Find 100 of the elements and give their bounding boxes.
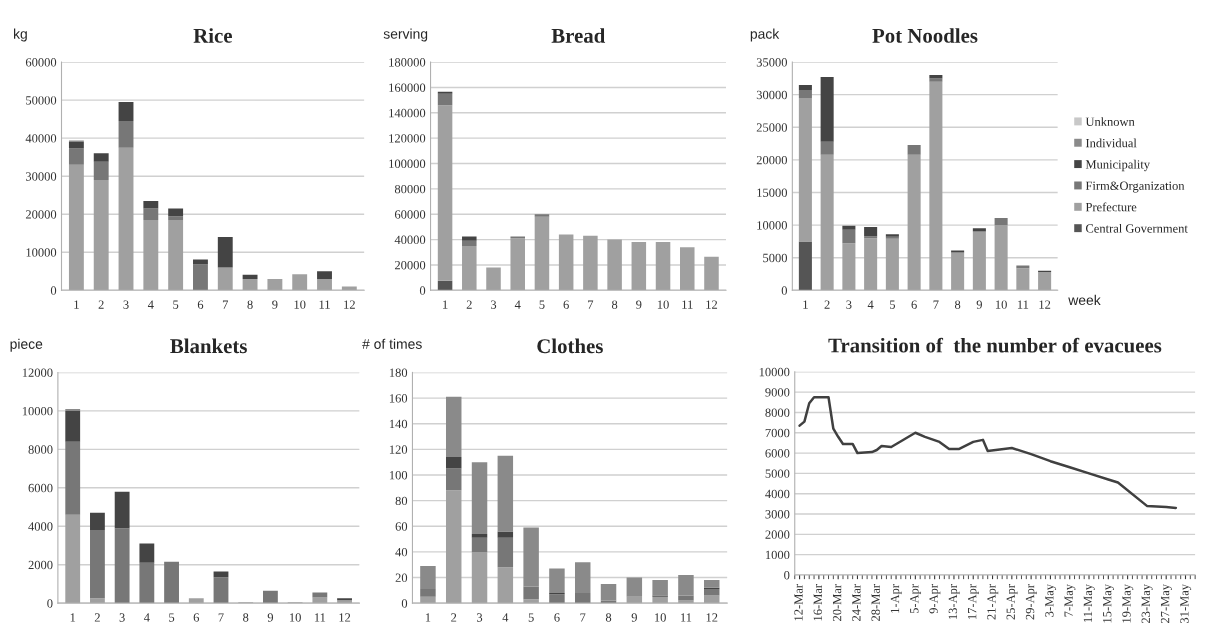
bar (704, 595, 720, 604)
y-tick-label: 80000 (394, 184, 426, 194)
bar (471, 537, 488, 552)
bar (626, 577, 643, 597)
legend-label: Municipality (1085, 159, 1150, 172)
bar (575, 592, 591, 604)
y-tick-label: 10000 (26, 248, 57, 257)
y-tick-label: 100 (389, 471, 408, 480)
bar (317, 271, 332, 279)
y-axis-title: piece (10, 338, 43, 352)
bar (820, 77, 834, 142)
bar (420, 566, 436, 590)
legend-label: Individual (1085, 138, 1137, 148)
bar (549, 594, 565, 604)
y-tick-label: 0 (401, 599, 408, 608)
x-tick-label: 9 (267, 613, 274, 622)
x-tick-label: 3 (490, 300, 497, 309)
x-tick-label: 1 (443, 300, 448, 309)
bar (1016, 268, 1030, 291)
x-tick-label: 9-Apr (929, 584, 941, 614)
x-tick-label: 6 (197, 300, 204, 309)
bar (497, 455, 514, 532)
y-tick-label: 6000 (28, 483, 53, 493)
bar (1038, 272, 1052, 291)
bar (217, 267, 233, 291)
bar (864, 227, 878, 237)
bar (341, 286, 357, 291)
y-axis-title: serving (383, 28, 428, 42)
y-tick-label: 0 (784, 570, 790, 580)
bar (972, 231, 986, 291)
bar (90, 530, 105, 599)
y-tick-label: 20000 (25, 210, 57, 219)
x-tick-label: 24-Mar (852, 584, 861, 621)
x-tick-label: 12 (706, 300, 718, 309)
bar (607, 239, 622, 291)
bar (631, 242, 647, 291)
y-tick-label: 12000 (22, 368, 53, 377)
y-tick-label: 4000 (28, 522, 53, 531)
y-tick-label: 5000 (765, 469, 790, 478)
y-tick-label: 5000 (763, 253, 787, 263)
bar (600, 583, 617, 601)
bar (213, 577, 229, 604)
bar (655, 242, 671, 291)
y-tick-label: 30000 (25, 172, 57, 181)
bar (549, 568, 565, 593)
x-tick-label: 4 (502, 613, 509, 622)
bar (317, 278, 332, 291)
bar (292, 274, 308, 291)
x-tick-label: 10 (995, 300, 1007, 309)
bar (523, 599, 539, 604)
bar (68, 141, 84, 149)
bar (445, 490, 462, 604)
x-tick-label: 9 (272, 300, 278, 309)
bar (842, 225, 856, 230)
x-tick-label: 4 (143, 613, 150, 622)
x-tick-label: 3 (477, 613, 483, 622)
bar (437, 105, 453, 281)
y-tick-label: 6000 (765, 449, 790, 458)
y-tick-label: 120000 (389, 134, 426, 143)
x-tick-label: 5 (173, 300, 179, 309)
x-tick-label: 8 (954, 300, 961, 309)
x-tick-label: 3-May (1045, 584, 1057, 617)
legend-label: Central Government (1085, 223, 1188, 233)
bar (842, 229, 856, 244)
x-tick-label: 7 (588, 300, 594, 309)
bar (652, 596, 668, 604)
bar (164, 561, 179, 604)
x-tick-label: 7 (222, 300, 229, 309)
x-tick-label: 25-Apr (1006, 584, 1018, 620)
bar (678, 595, 694, 601)
x-tick-label: 6 (911, 300, 917, 309)
bar (93, 153, 109, 162)
x-tick-label: 10 (657, 300, 669, 309)
y-tick-label: 10000 (759, 367, 790, 377)
bar (704, 580, 720, 588)
bar (420, 596, 436, 604)
x-tick-label: 11 (1017, 300, 1029, 309)
x-tick-label: 8 (611, 300, 618, 309)
y-tick-label: 7000 (765, 428, 790, 438)
bar (558, 234, 574, 291)
bar (523, 527, 539, 587)
bar (471, 551, 488, 604)
bar (263, 590, 278, 604)
x-tick-label: 28-Mar (871, 584, 880, 621)
bar (798, 241, 812, 291)
y-tick-label: 140 (389, 419, 408, 429)
y-tick-label: 20000 (394, 260, 426, 270)
x-tick-label: 3 (119, 613, 125, 622)
bar (704, 589, 720, 596)
y-tick-label: 0 (781, 286, 787, 295)
bar (798, 84, 812, 91)
y-tick-label: 30000 (756, 90, 787, 100)
x-tick-label: 11 (682, 300, 693, 309)
bar (445, 457, 462, 469)
y-tick-label: 15000 (757, 188, 787, 197)
bar (68, 164, 84, 291)
chart-title: Rice (193, 28, 232, 43)
bar (462, 245, 477, 291)
bar (471, 462, 488, 534)
bar (445, 396, 462, 458)
